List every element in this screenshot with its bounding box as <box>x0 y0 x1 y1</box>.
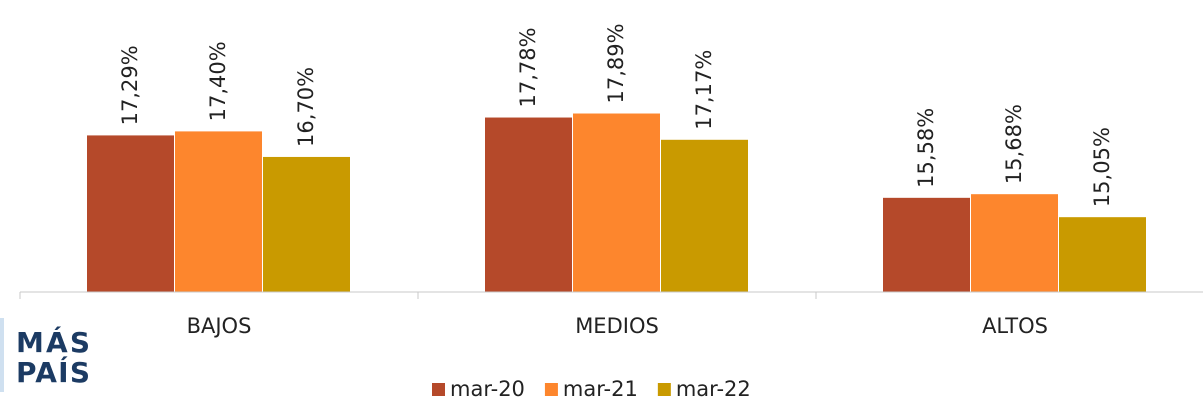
legend-label: mar-22 <box>676 377 751 401</box>
data-label: 17,78% <box>516 27 540 107</box>
bar <box>263 156 350 292</box>
logo-text: PAÍS <box>16 355 90 389</box>
logo-text: MÁS <box>16 325 90 359</box>
bar <box>573 113 660 292</box>
bar <box>971 194 1058 292</box>
x-tick-label: BAJOS <box>187 314 252 338</box>
x-tick-label: ALTOS <box>982 314 1048 338</box>
data-label: 16,70% <box>294 67 318 147</box>
data-label: 17,17% <box>692 50 716 130</box>
bar <box>87 135 174 292</box>
x-tick-label: MEDIOS <box>575 314 659 338</box>
data-label: 15,05% <box>1090 127 1114 207</box>
logo-strip <box>0 318 4 392</box>
data-label: 17,89% <box>604 23 628 103</box>
legend-swatch <box>432 383 445 396</box>
bar <box>661 139 748 292</box>
data-label: 17,40% <box>206 41 230 121</box>
bar <box>1059 217 1146 292</box>
bar <box>175 131 262 292</box>
legend-swatch <box>544 383 558 396</box>
data-label: 15,68% <box>1002 104 1026 184</box>
legend-label: mar-21 <box>563 377 638 401</box>
bar <box>883 197 970 292</box>
legend-label: mar-20 <box>450 377 525 401</box>
legend-swatch <box>657 383 671 396</box>
bar <box>485 117 572 292</box>
data-label: 17,29% <box>118 45 142 125</box>
data-label: 15,58% <box>914 108 938 188</box>
